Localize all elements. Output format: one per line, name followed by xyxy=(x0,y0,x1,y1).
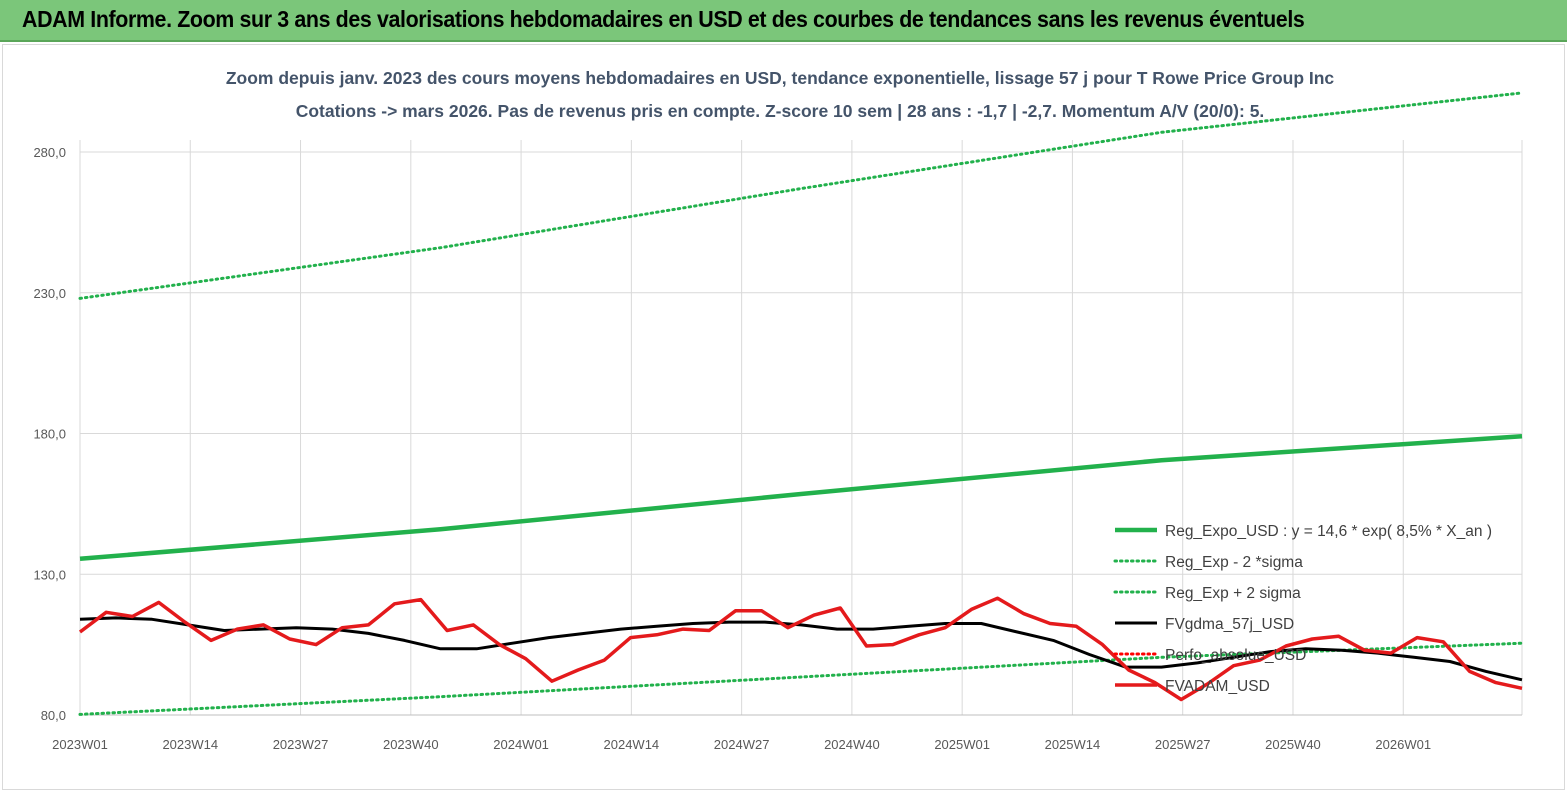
series-line-0 xyxy=(79,434,1523,562)
x-tick-label: 2023W40 xyxy=(383,737,439,752)
x-tick-label: 2025W14 xyxy=(1045,737,1101,752)
x-tick-label: 2025W40 xyxy=(1265,737,1321,752)
legend-label: Perfo_absolue_USD xyxy=(1165,647,1306,664)
y-tick-label: 230,0 xyxy=(33,286,66,301)
series-line-3 xyxy=(79,616,1523,682)
x-tick-label: 2024W27 xyxy=(714,737,770,752)
legend-label: Reg_Exp - 2 *sigma xyxy=(1165,554,1303,571)
x-tick-label: 2025W27 xyxy=(1155,737,1211,752)
legend-label: FVgdma_57j_USD xyxy=(1165,616,1294,633)
x-axis-ticks: 2023W01 2023W14 2023W27 2023W40 2024W01 2024W… xyxy=(52,737,1431,752)
x-tick-label: 2024W40 xyxy=(824,737,880,752)
x-tick-label: 2026W01 xyxy=(1375,737,1431,752)
plot-area xyxy=(78,91,1524,716)
legend-label: Reg_Exp + 2 sigma xyxy=(1165,585,1301,602)
x-tick-label: 2023W01 xyxy=(52,737,108,752)
legend-label: Reg_Expo_USD : y = 14,6 * exp( 8,5% * X_… xyxy=(1165,523,1492,540)
x-tick-label: 2023W14 xyxy=(162,737,218,752)
legend: Reg_Expo_USD : y = 14,6 * exp( 8,5% * X_… xyxy=(1113,523,1492,695)
chart-subtitle: Cotations -> mars 2026. Pas de revenus p… xyxy=(296,101,1265,121)
x-tick-label: 2024W01 xyxy=(493,737,549,752)
y-tick-label: 130,0 xyxy=(33,567,66,582)
x-tick-label: 2024W14 xyxy=(604,737,660,752)
y-tick-label: 280,0 xyxy=(33,145,66,160)
report-title: ADAM Informe. Zoom sur 3 ans des valoris… xyxy=(22,6,1305,32)
x-tick-label: 2025W01 xyxy=(934,737,990,752)
chart-title: Zoom depuis janv. 2023 des cours moyens … xyxy=(226,68,1335,88)
series-line-1 xyxy=(78,641,1524,716)
y-axis-ticks: 80,0 130,0 180,0 230,0 280,0 xyxy=(33,145,66,723)
x-tick-label: 2023W27 xyxy=(273,737,329,752)
series-line-2 xyxy=(78,91,1524,300)
y-tick-label: 80,0 xyxy=(41,708,66,723)
y-tick-label: 180,0 xyxy=(33,427,66,442)
report-banner: ADAM Informe. Zoom sur 3 ans des valoris… xyxy=(0,0,1567,42)
chart-frame xyxy=(2,44,1565,790)
legend-label: FVADAM_USD xyxy=(1165,678,1270,695)
series-line-5 xyxy=(78,596,1523,702)
